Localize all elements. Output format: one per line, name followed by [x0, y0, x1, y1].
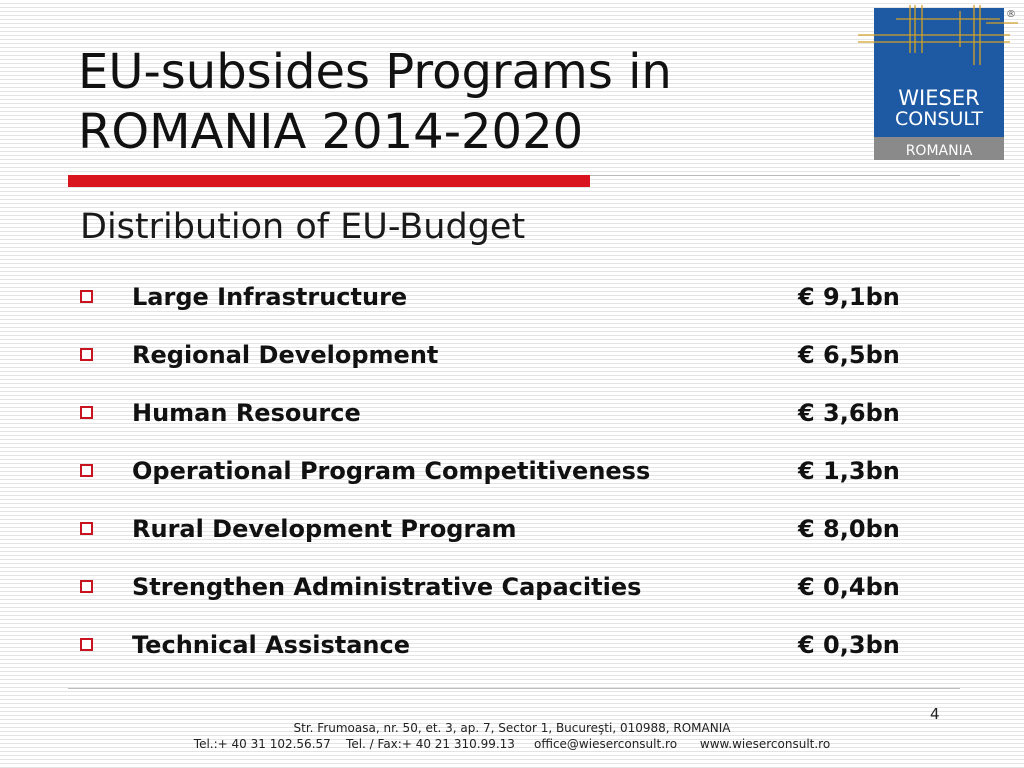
section-subtitle: Distribution of EU-Budget [80, 207, 526, 247]
slide-title-line-2: ROMANIA 2014-2020 [78, 104, 584, 160]
square-bullet-icon [80, 290, 93, 303]
footer-contact: Str. Frumoasa, nr. 50, et. 3, ap. 7, Sec… [0, 720, 1024, 752]
program-amount: € 8,0bn [798, 515, 900, 543]
list-item: Rural Development Program € 8,0bn [80, 510, 940, 568]
logo-text-wieser: WIESER [898, 86, 979, 110]
program-amount: € 0,4bn [798, 573, 900, 601]
program-label: Technical Assistance [132, 631, 411, 659]
footer-address: Str. Frumoasa, nr. 50, et. 3, ap. 7, Sec… [293, 721, 731, 735]
budget-list: Large Infrastructure € 9,1bn Regional De… [80, 278, 940, 684]
square-bullet-icon [80, 580, 93, 593]
list-item: Operational Program Competitiveness € 1,… [80, 452, 940, 510]
page-number: 4 [930, 705, 940, 723]
logo-text-consult: CONSULT [895, 108, 983, 130]
program-label: Large Infrastructure [132, 283, 408, 311]
slide-title-line-1: EU-subsides Programs in [78, 44, 672, 100]
logo-country-band [874, 137, 1004, 160]
program-amount: € 9,1bn [798, 283, 900, 311]
program-amount: € 1,3bn [798, 457, 900, 485]
footer-divider-line [68, 688, 960, 689]
list-item: Technical Assistance € 0,3bn [80, 626, 940, 684]
square-bullet-icon [80, 406, 93, 419]
square-bullet-icon [80, 638, 93, 651]
list-item: Regional Development € 6,5bn [80, 336, 940, 394]
registered-mark: ® [1006, 9, 1016, 20]
logo-text-romania: ROMANIA [906, 143, 973, 159]
list-item: Large Infrastructure € 9,1bn [80, 278, 940, 336]
list-item: Human Resource € 3,6bn [80, 394, 940, 452]
logo-background [874, 8, 1004, 160]
title-divider-line [590, 175, 960, 176]
slide-title: EU-subsides Programs in ROMANIA 2014-202… [78, 42, 838, 162]
logo-frame-lines [858, 5, 1018, 65]
program-label: Operational Program Competitiveness [132, 457, 651, 485]
footer-contact-line: Tel.:+ 40 31 102.56.57 Tel. / Fax:+ 40 2… [193, 737, 831, 751]
square-bullet-icon [80, 464, 93, 477]
program-label: Rural Development Program [132, 515, 517, 543]
title-accent-bar [68, 175, 590, 187]
program-label: Regional Development [132, 341, 439, 369]
list-item: Strengthen Administrative Capacities € 0… [80, 568, 940, 626]
program-amount: € 3,6bn [798, 399, 900, 427]
wieser-consult-logo: ® WIESER CONSULT ROMANIA [858, 5, 1018, 160]
square-bullet-icon [80, 522, 93, 535]
square-bullet-icon [80, 348, 93, 361]
program-amount: € 0,3bn [798, 631, 900, 659]
program-label: Strengthen Administrative Capacities [132, 573, 642, 601]
program-label: Human Resource [132, 399, 361, 427]
program-amount: € 6,5bn [798, 341, 900, 369]
